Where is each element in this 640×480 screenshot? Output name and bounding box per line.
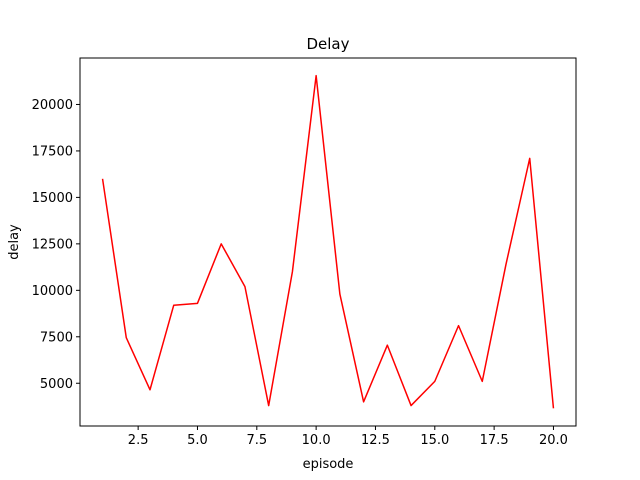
x-axis-title: episode [303, 457, 354, 472]
plot-area: 2.5 5.0 7.5 10.0 12.5 15.0 17.5 20.0 5000 7500 100… [32, 57, 577, 448]
y-tick-label: 5000 [40, 377, 73, 392]
y-tick-label: 10000 [32, 284, 73, 299]
y-tick-label: 17500 [32, 144, 73, 159]
y-tick-label: 15000 [32, 191, 73, 206]
x-tick-label: 12.5 [361, 433, 390, 448]
y-axis-title: delay [7, 224, 22, 260]
chart-title: Delay [306, 35, 349, 53]
x-tick-label: 17.5 [480, 433, 509, 448]
x-tick-label: 15.0 [420, 433, 449, 448]
y-tick-label: 20000 [32, 98, 73, 113]
x-tick-label: 10.0 [302, 433, 331, 448]
series-line-0 [101, 74, 555, 409]
x-tick-label: 5.0 [187, 433, 208, 448]
x-tick-label: 20.0 [539, 433, 568, 448]
x-tick-label: 7.5 [246, 433, 267, 448]
y-tick-label: 7500 [40, 330, 73, 345]
y-tick-label: 12500 [32, 237, 73, 252]
plot-frame [79, 57, 577, 427]
x-tick-label: 2.5 [128, 433, 149, 448]
